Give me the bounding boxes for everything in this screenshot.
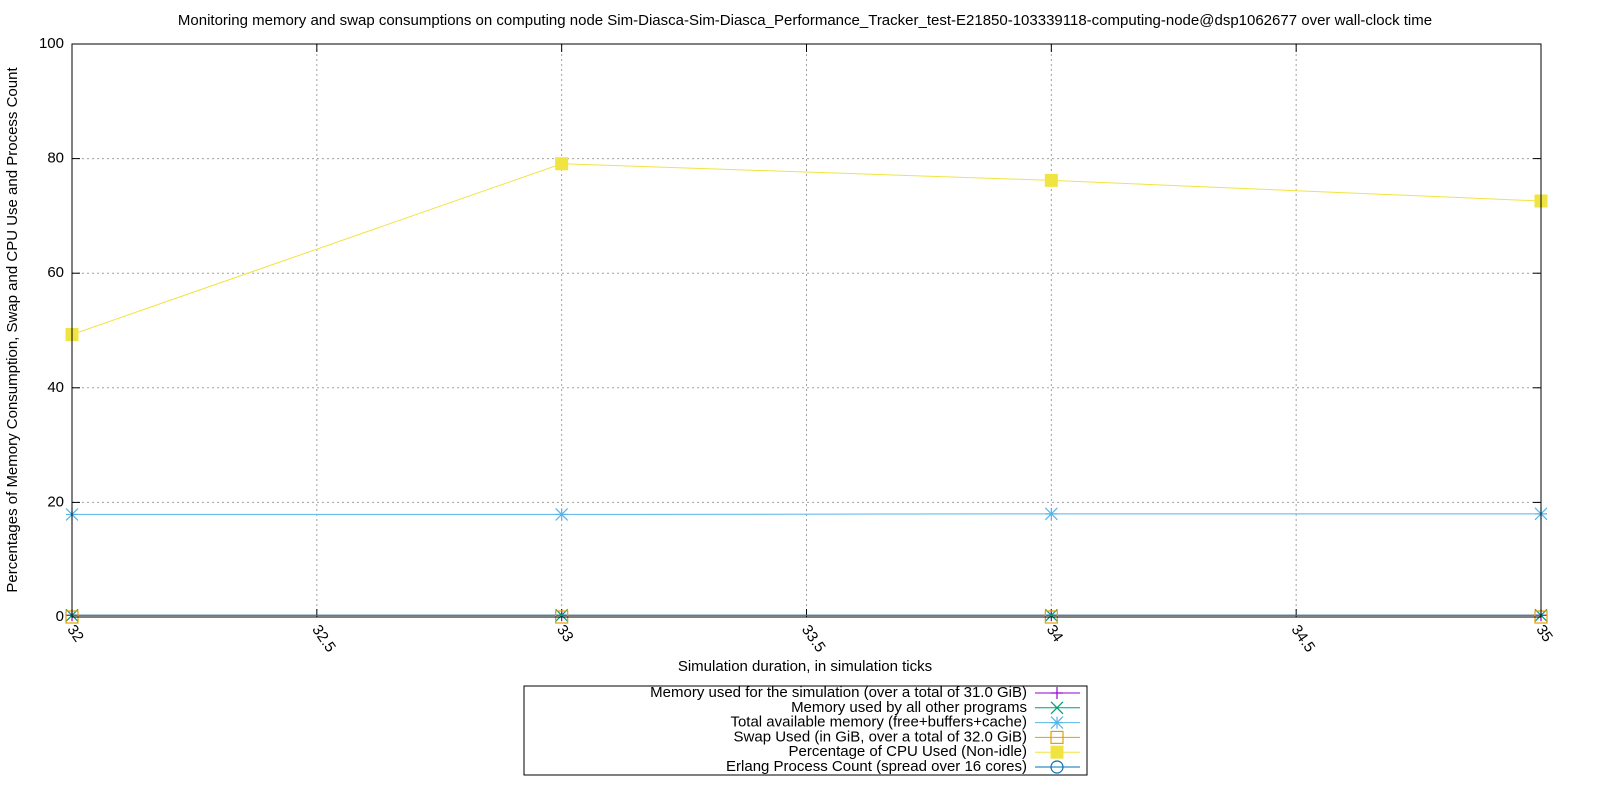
legend: Memory used for the simulation (over a t… bbox=[523, 684, 1088, 776]
legend-label: Swap Used (in GiB, over a total of 32.0 … bbox=[734, 728, 1027, 745]
legend-marker bbox=[1050, 760, 1064, 774]
legend-label: Percentage of CPU Used (Non-idle) bbox=[789, 743, 1027, 760]
data-point bbox=[555, 157, 569, 171]
x-tick-label: 35 bbox=[1532, 622, 1555, 645]
series-line bbox=[72, 513, 1541, 515]
legend-label: Memory used by all other programs bbox=[791, 699, 1027, 716]
data-point bbox=[555, 508, 569, 521]
series-line bbox=[71, 163, 1542, 335]
legend-marker bbox=[1050, 716, 1064, 730]
x-tick-label: 33.5 bbox=[798, 622, 829, 656]
x-tick-label: 34 bbox=[1043, 622, 1066, 645]
x-tick-label: 32 bbox=[63, 622, 86, 645]
y-tick-label: 40 bbox=[47, 379, 64, 396]
data-point bbox=[1044, 507, 1058, 521]
x-tick-label: 33 bbox=[553, 622, 576, 645]
legend-marker bbox=[1050, 701, 1064, 715]
plot-frame bbox=[71, 43, 1542, 618]
y-tick-label: 20 bbox=[47, 493, 64, 510]
grid: 0 20 40 60 80 100 32 32.5 33 33.5 34 34.5 35 bbox=[39, 35, 1556, 656]
legend-label: Erlang Process Count (spread over 16 cor… bbox=[726, 758, 1027, 775]
y-axis-label: Percentages of Memory Consumption, Swap … bbox=[4, 67, 21, 593]
data-point bbox=[1044, 173, 1058, 187]
y-tick-label: 100 bbox=[39, 35, 64, 52]
x-tick-label: 32.5 bbox=[308, 622, 339, 656]
y-tick-label: 80 bbox=[47, 150, 64, 167]
legend-marker bbox=[1050, 730, 1064, 745]
legend-marker bbox=[1050, 745, 1064, 759]
x-tick-label: 34.5 bbox=[1288, 622, 1319, 656]
chart-title: Monitoring memory and swap consumptions … bbox=[178, 12, 1432, 29]
legend-label: Total available memory (free+buffers+cac… bbox=[730, 714, 1027, 731]
legend-box bbox=[523, 685, 1088, 776]
legend-marker bbox=[1051, 687, 1063, 699]
legend-label: Memory used for the simulation (over a t… bbox=[650, 684, 1027, 701]
y-tick-label: 60 bbox=[47, 264, 64, 281]
x-axis-label: Simulation duration, in simulation ticks bbox=[678, 658, 932, 675]
y-tick-label: 0 bbox=[56, 608, 64, 625]
